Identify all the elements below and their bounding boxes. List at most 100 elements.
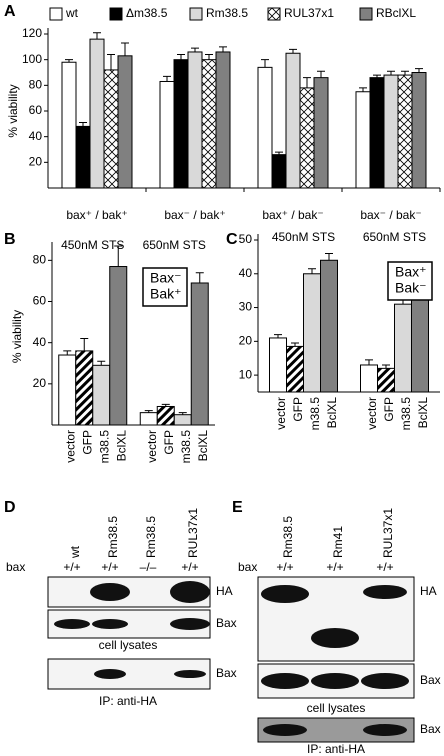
bar (190, 282, 209, 426)
y-tick-label: 80 (33, 253, 47, 267)
y-tick-label: 100 (22, 52, 42, 66)
bar (75, 125, 91, 189)
error-bar (205, 54, 213, 60)
error-bar (373, 74, 381, 78)
band (90, 583, 130, 601)
error-bar (163, 75, 171, 82)
bar (61, 61, 77, 189)
error-bar (178, 412, 187, 415)
band-label: HA (420, 584, 437, 598)
bar (117, 55, 133, 189)
x-tick-label: BclXL (196, 430, 210, 462)
legend-text: Bak⁺ (150, 286, 182, 302)
y-tick-label: 10 (239, 367, 253, 381)
error-bar (317, 70, 325, 78)
lane-label: wt (68, 545, 82, 559)
error-bar (401, 70, 409, 76)
error-bar (365, 359, 373, 365)
band (261, 585, 309, 603)
x-tick-label: m38.5 (308, 397, 322, 431)
lane-label: Rm38.5 (281, 516, 295, 558)
caption: IP: anti-HA (99, 694, 157, 708)
genotype: +/+ (63, 560, 80, 574)
panel-letter: D (4, 499, 16, 516)
lane-label: RUL37x1 (381, 508, 395, 558)
error-bar (274, 334, 282, 338)
bar (394, 303, 412, 393)
bar (156, 405, 175, 426)
x-tick-label: GFP (80, 430, 94, 455)
error-bar (289, 48, 297, 54)
y-tick-label: 60 (29, 103, 43, 117)
genotype: +/+ (376, 560, 393, 574)
legend-label: wt (65, 6, 79, 20)
band (174, 670, 206, 678)
legend-text: Bak⁻ (395, 280, 427, 296)
y-tick-label: 80 (29, 78, 43, 92)
x-tick-label: m38.5 (399, 397, 413, 431)
panel-letter: E (232, 499, 243, 516)
x-tick-label: bax⁻ / bak⁺ (164, 208, 225, 222)
group-label: 450nM STS (61, 238, 124, 252)
band (92, 619, 128, 629)
band (170, 581, 210, 603)
bar (397, 74, 413, 189)
x-tick-label: m38.5 (97, 430, 111, 464)
y-tick-label: 20 (33, 376, 47, 390)
bar (257, 66, 273, 189)
genotype: –/– (140, 560, 157, 574)
x-tick-label: vector (63, 430, 77, 463)
error-bar (261, 59, 269, 68)
x-tick-label: GFP (291, 397, 305, 422)
x-tick-label: vector (274, 397, 288, 430)
y-tick-label: 50 (239, 232, 253, 246)
y-tick-label: 40 (29, 129, 43, 143)
error-bar (97, 360, 106, 366)
bar (320, 259, 338, 393)
legend-label: RBclXL (376, 6, 416, 20)
error-bar (303, 77, 311, 88)
band (311, 673, 359, 689)
legend-swatch (109, 7, 123, 21)
bar (411, 290, 429, 393)
legend-text: Bax⁻ (150, 270, 182, 286)
legend-swatch (189, 7, 203, 21)
error-bar (325, 253, 333, 261)
bar (299, 87, 315, 189)
error-bar (144, 410, 153, 413)
error-bar (161, 403, 170, 407)
genotype: +/+ (326, 560, 343, 574)
band (363, 724, 407, 736)
panel-letter: A (4, 3, 16, 20)
genotype: +/+ (276, 560, 293, 574)
bar (369, 77, 385, 189)
x-tick-label: bax⁺ / bak⁻ (262, 208, 323, 222)
x-tick-label: BclXL (114, 430, 128, 462)
bar (360, 364, 378, 393)
lane-label: Rm41 (331, 526, 345, 558)
y-tick-label: 20 (239, 334, 253, 348)
legend-label: RUL37x1 (284, 6, 334, 20)
legend-box (387, 261, 433, 301)
bar (215, 51, 231, 189)
x-tick-label: vector (365, 397, 379, 430)
x-tick-label: bax⁺ / bak⁺ (66, 208, 127, 222)
lane-label: Rm38.5 (106, 516, 120, 558)
group-label: 650nM STS (363, 230, 426, 244)
bar (109, 266, 128, 426)
bar (286, 345, 304, 393)
bar (201, 59, 217, 189)
blot-panel-e: E Rm38.5 Rm41 RUL37x1 bax +/+ +/+ +/+ HA… (232, 499, 441, 756)
error-bar (114, 245, 123, 267)
band-label: Bax (420, 722, 441, 736)
error-bar (79, 122, 87, 127)
error-bar (195, 272, 204, 283)
band (54, 619, 90, 629)
error-bar (191, 47, 199, 52)
legend-swatch (49, 7, 63, 21)
bar (377, 367, 395, 393)
blot-panel-d: D wt Rm38.5 Rm38.5 RUL37x1 bax +/+ +/+ –… (4, 499, 237, 708)
bar (75, 350, 94, 426)
x-tick-label: BclXL (325, 397, 339, 429)
bar (355, 91, 371, 189)
